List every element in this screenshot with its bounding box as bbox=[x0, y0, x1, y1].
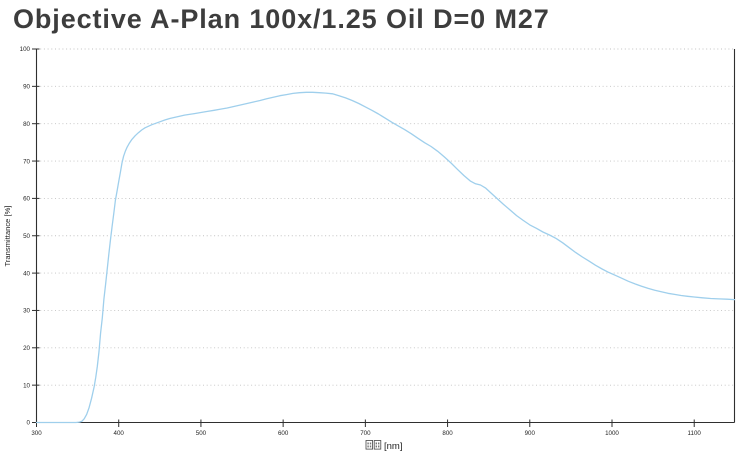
y-tick-label-70: 70 bbox=[23, 158, 30, 165]
y-tick-label-50: 50 bbox=[23, 233, 30, 240]
y-tick-label-40: 40 bbox=[23, 270, 30, 277]
transmittance-curve bbox=[35, 91, 736, 424]
y-tick-label-60: 60 bbox=[23, 196, 30, 203]
x-tick-label-900: 900 bbox=[525, 430, 536, 437]
missing-glyph-dot bbox=[369, 445, 372, 448]
x-tick-label-600: 600 bbox=[278, 430, 289, 437]
x-tick-label-400: 400 bbox=[114, 430, 125, 437]
missing-glyph-dot bbox=[378, 442, 380, 445]
x-tick-label-1100: 1100 bbox=[688, 430, 702, 437]
x-axis-unit-label: [nm] bbox=[384, 441, 402, 452]
x-tick-label-1000: 1000 bbox=[605, 430, 619, 437]
x-tick-label-500: 500 bbox=[196, 430, 207, 437]
gridlines-layer bbox=[36, 48, 735, 386]
missing-glyph-boxes bbox=[365, 440, 382, 450]
missing-glyph-box bbox=[365, 440, 373, 450]
y-tick-label-0: 0 bbox=[27, 420, 31, 427]
y-axis-title: Transmittance [%] bbox=[3, 206, 12, 267]
missing-glyph-dot bbox=[378, 445, 380, 448]
missing-glyph-dot bbox=[375, 445, 377, 448]
y-tick-label-80: 80 bbox=[23, 121, 30, 128]
tick-labels-layer: 0 10 20 30 40 50 60 70 80 90 100 300 400 500 600 700 800… bbox=[20, 46, 702, 437]
curve-layer bbox=[35, 91, 736, 424]
y-tick-label-100: 100 bbox=[20, 46, 31, 53]
missing-glyph-dot bbox=[369, 442, 372, 445]
x-tick-label-300: 300 bbox=[31, 430, 42, 437]
x-axis-title: [nm] bbox=[365, 440, 402, 452]
x-tick-label-700: 700 bbox=[360, 430, 371, 437]
chart-title: Objective A-Plan 100x/1.25 Oil D=0 M27 bbox=[13, 4, 550, 34]
axes-layer bbox=[32, 48, 736, 427]
missing-glyph-dot bbox=[367, 445, 369, 448]
x-tick-label-800: 800 bbox=[442, 430, 453, 437]
y-tick-label-90: 90 bbox=[23, 84, 30, 91]
missing-glyph-box bbox=[373, 440, 382, 450]
missing-glyph-dot bbox=[375, 442, 377, 445]
y-tick-label-10: 10 bbox=[23, 382, 30, 389]
y-tick-label-30: 30 bbox=[23, 308, 30, 315]
missing-glyph-dot bbox=[367, 442, 369, 445]
y-tick-label-20: 20 bbox=[23, 345, 30, 352]
